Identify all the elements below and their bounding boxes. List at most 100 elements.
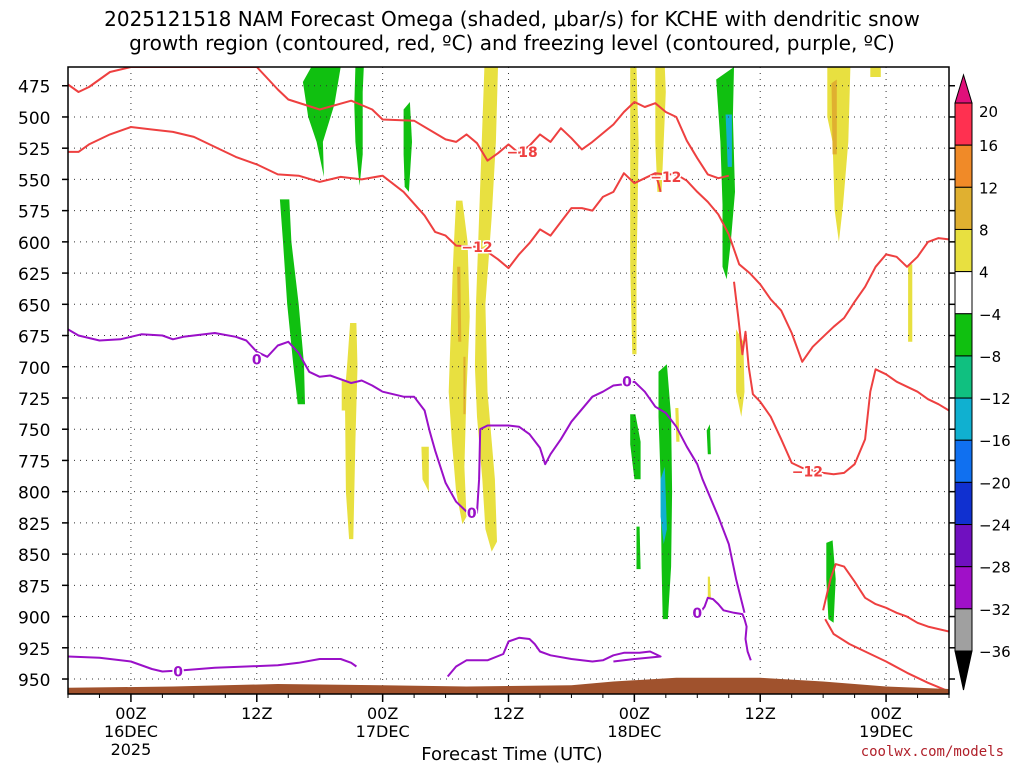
y-tick-label-800: 800 bbox=[18, 484, 50, 504]
contour-line-7 bbox=[68, 655, 357, 673]
y-tick-label-725: 725 bbox=[18, 390, 50, 410]
colorbar-swatch-4 bbox=[954, 271, 973, 315]
omega-shade-0 bbox=[302, 67, 341, 177]
contour-label-4: 0 bbox=[252, 352, 262, 368]
contour-label-5: 0 bbox=[173, 665, 183, 681]
colorbar-label-4: 4 bbox=[979, 264, 989, 282]
colorbar-label-9: −20 bbox=[979, 474, 1011, 492]
colorbar-swatch-6 bbox=[954, 355, 973, 399]
x-tick-label-78: 00Z bbox=[870, 704, 901, 723]
colorbar-label-0: 20 bbox=[979, 103, 998, 121]
plot-frame bbox=[67, 66, 950, 695]
contour-line-6 bbox=[68, 328, 746, 614]
omega-shade-20 bbox=[707, 576, 711, 598]
omega-shade-3 bbox=[279, 199, 305, 405]
omega-shade-25 bbox=[457, 266, 462, 342]
omega-shade-19 bbox=[675, 408, 680, 442]
colorbar-label-7: −12 bbox=[979, 390, 1011, 408]
colorbar-label-2: 12 bbox=[979, 179, 998, 197]
omega-shade-17 bbox=[630, 67, 639, 355]
colorbar-swatch-10 bbox=[954, 524, 973, 568]
omega-shade-8 bbox=[826, 540, 836, 623]
y-tick-label-600: 600 bbox=[18, 234, 50, 254]
x-tick-label-54: 00Z bbox=[619, 704, 650, 723]
colorbar-swatch-9 bbox=[954, 481, 973, 526]
colorbar-label-5: −4 bbox=[979, 306, 1001, 324]
colorbar-label-8: −16 bbox=[979, 432, 1011, 450]
omega-shade-13 bbox=[448, 200, 470, 525]
colorbar-label-1: 16 bbox=[979, 137, 998, 155]
omega-shade-5 bbox=[636, 526, 641, 570]
y-tick-label-775: 775 bbox=[18, 452, 50, 472]
plot-layer: −18 −12 −12 −12 0 0 0 0 0 bbox=[68, 67, 949, 694]
omega-shade-10 bbox=[725, 114, 732, 167]
y-tick-label-625: 625 bbox=[18, 265, 50, 285]
contour-label-0: −18 bbox=[507, 145, 538, 161]
omega-shade-2 bbox=[403, 102, 412, 192]
colorbar-label-3: 8 bbox=[979, 221, 989, 239]
y-tick-label-825: 825 bbox=[18, 515, 50, 535]
contour-line-3 bbox=[733, 281, 949, 476]
colorbar-label-11: −28 bbox=[979, 559, 1011, 577]
colorbar-swatch-3 bbox=[954, 228, 973, 273]
y-tick-label-475: 475 bbox=[18, 78, 50, 98]
contour-label-7: 0 bbox=[622, 375, 632, 391]
colorbar-swatch-5 bbox=[954, 313, 973, 357]
contour-label-1: −12 bbox=[461, 240, 492, 256]
colorbar-label-6: −8 bbox=[979, 348, 1001, 366]
x-tick-label-30: 00Z bbox=[367, 704, 398, 723]
omega-shade-7 bbox=[716, 67, 735, 280]
colorbar-label-10: −24 bbox=[979, 517, 1011, 535]
y-tick-label-950: 950 bbox=[18, 671, 50, 691]
y-tick-label-875: 875 bbox=[18, 577, 50, 597]
site-credit: coolwx.com/models bbox=[860, 744, 1004, 760]
x-axis-title: Forecast Time (UTC) bbox=[421, 744, 603, 765]
y-tick-label-650: 650 bbox=[18, 296, 50, 316]
colorbar-swatch-0 bbox=[954, 102, 973, 146]
x-tick-date-6: 16DEC bbox=[104, 722, 158, 741]
y-tick-label-525: 525 bbox=[18, 140, 50, 160]
contour-label-3: −12 bbox=[792, 465, 823, 481]
colorbar-top-arrow bbox=[954, 73, 973, 104]
colorbar-swatch-12 bbox=[954, 608, 973, 652]
y-tick-label-675: 675 bbox=[18, 328, 50, 348]
omega-shade-9 bbox=[706, 424, 711, 455]
y-tick-label-750: 750 bbox=[18, 421, 50, 441]
y-tick-label-550: 550 bbox=[18, 171, 50, 191]
contour-line-8 bbox=[446, 636, 662, 678]
y-tick-label-925: 925 bbox=[18, 640, 50, 660]
terrain-fill bbox=[68, 677, 949, 694]
colorbar-label-13: −36 bbox=[979, 643, 1011, 661]
contour-label-8: 0 bbox=[692, 606, 702, 622]
omega-shade-18 bbox=[655, 67, 666, 192]
x-tick-year-6: 2025 bbox=[111, 740, 152, 759]
omega-shade-14 bbox=[344, 323, 358, 540]
omega-shade-24 bbox=[908, 264, 913, 342]
contour-line-2 bbox=[654, 174, 662, 193]
contour-line-1 bbox=[68, 126, 949, 363]
chart-title-line-2: growth region (contoured, red, ºC) and f… bbox=[129, 31, 895, 55]
colorbar-swatch-8 bbox=[954, 439, 973, 483]
x-tick-date-78: 19DEC bbox=[859, 722, 913, 741]
y-tick-label-900: 900 bbox=[18, 609, 50, 629]
colorbar-swatch-7 bbox=[954, 397, 973, 441]
x-tick-label-66: 12Z bbox=[745, 704, 776, 723]
y-tick-label-700: 700 bbox=[18, 359, 50, 379]
x-tick-label-6: 00Z bbox=[115, 704, 146, 723]
contour-line-5 bbox=[824, 618, 949, 693]
omega-shade-23 bbox=[870, 67, 881, 77]
omega-shade-15 bbox=[341, 380, 346, 411]
x-tick-date-30: 17DEC bbox=[356, 722, 410, 741]
omega-shade-16 bbox=[421, 446, 429, 492]
omega-shade-11 bbox=[660, 466, 667, 545]
omega-shade-26 bbox=[463, 356, 466, 415]
colorbar-label-12: −32 bbox=[979, 601, 1011, 619]
colorbar-swatch-2 bbox=[954, 186, 973, 230]
y-tick-label-575: 575 bbox=[18, 203, 50, 223]
contour-label-2: −12 bbox=[650, 170, 681, 186]
y-tick-label-500: 500 bbox=[18, 109, 50, 129]
contour-line-4 bbox=[822, 563, 949, 633]
y-tick-label-850: 850 bbox=[18, 546, 50, 566]
x-tick-date-54: 18DEC bbox=[607, 722, 661, 741]
